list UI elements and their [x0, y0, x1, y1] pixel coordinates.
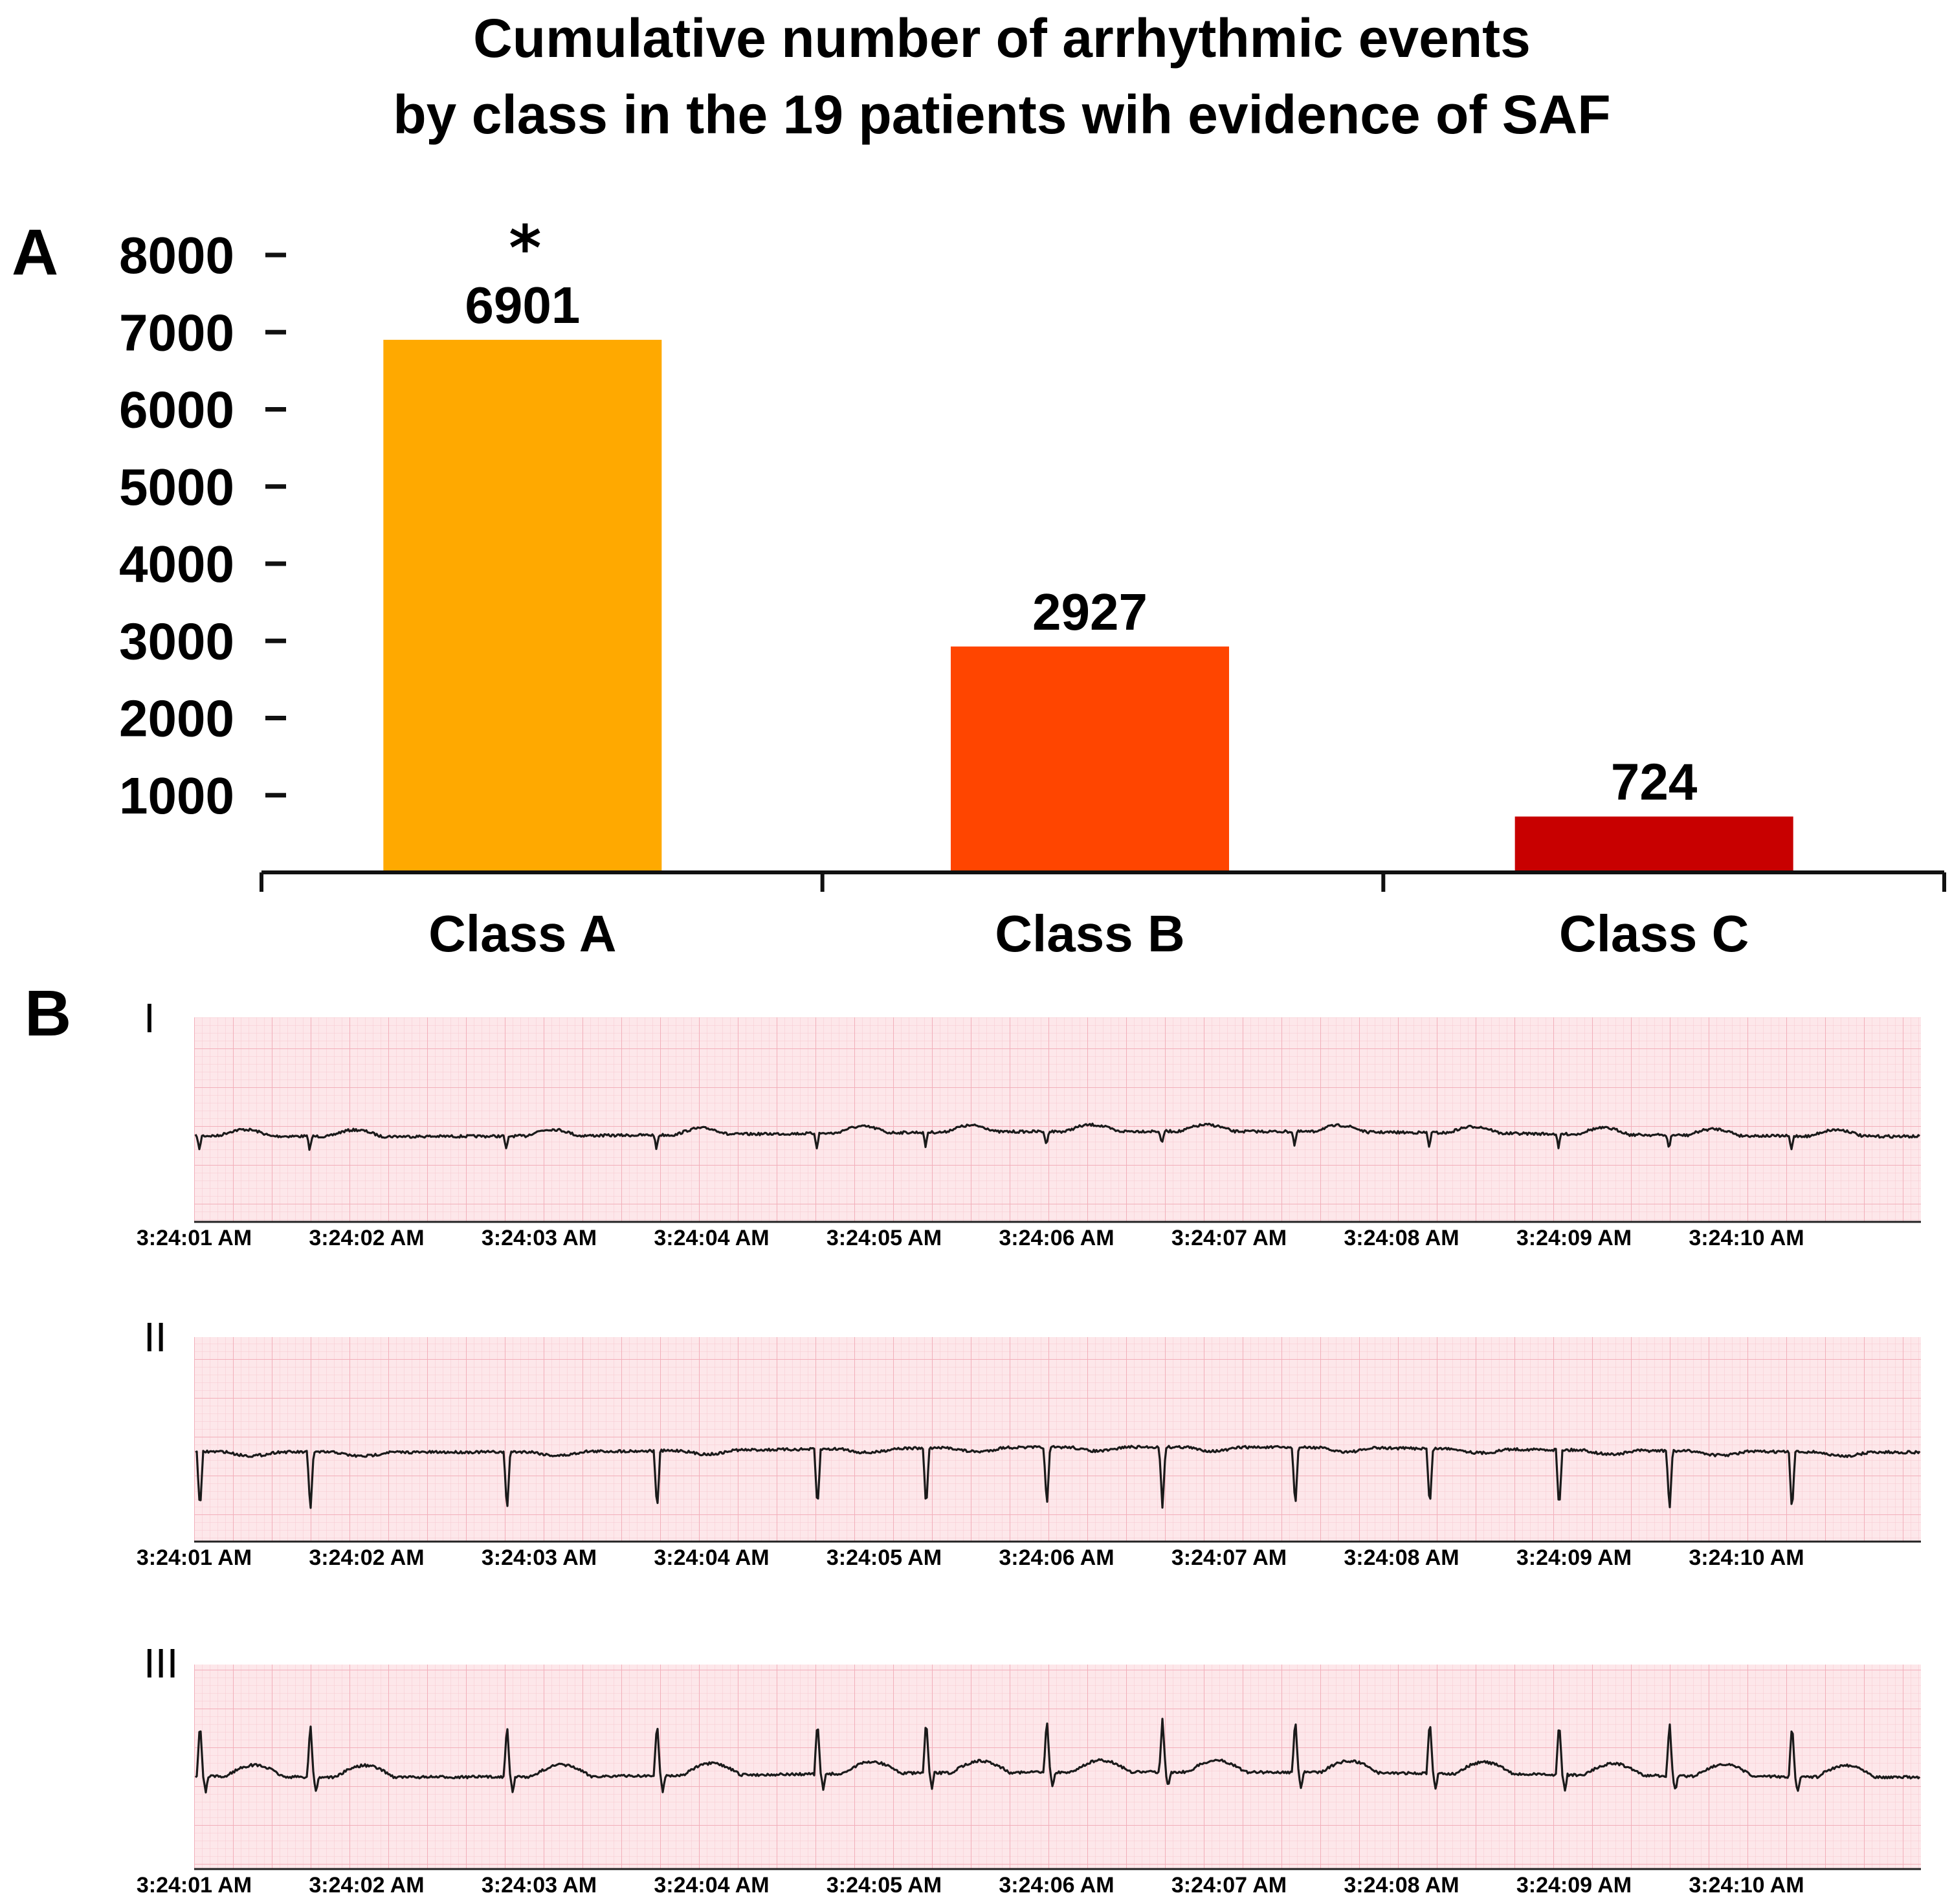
y-tick-label: 5000: [119, 458, 234, 516]
time-label: 3:24:07 AM: [1171, 1226, 1287, 1250]
time-label: 3:24:05 AM: [826, 1873, 942, 1898]
time-label: 3:24:07 AM: [1171, 1873, 1287, 1898]
time-label: 3:24:01 AM: [137, 1545, 252, 1570]
category-label: Class C: [1559, 905, 1749, 962]
time-label: 3:24:07 AM: [1171, 1545, 1287, 1570]
data-label: 6901: [465, 276, 580, 334]
time-label: 3:24:01 AM: [137, 1226, 252, 1250]
time-label: 3:24:04 AM: [654, 1545, 769, 1570]
chart-title-line-2: by class in the 19 patients wih evidence…: [393, 84, 1610, 145]
y-tick-label: 3000: [119, 612, 234, 670]
time-label: 3:24:10 AM: [1689, 1873, 1804, 1898]
time-label: 3:24:04 AM: [654, 1226, 769, 1250]
time-label: 3:24:06 AM: [999, 1226, 1114, 1250]
time-label: 3:24:06 AM: [999, 1873, 1114, 1898]
time-label: 3:24:01 AM: [137, 1873, 252, 1898]
data-label: 724: [1611, 753, 1698, 811]
time-label: 3:24:09 AM: [1516, 1226, 1632, 1250]
lead-label: III: [144, 1640, 178, 1687]
time-label: 3:24:05 AM: [826, 1545, 942, 1570]
y-tick-label: 1000: [119, 767, 234, 825]
ecg-lead-ii: II 3:24:01 AM 3:24:02 AM 3:24:03 AM 3:24:04 …: [137, 1314, 1921, 1570]
ecg-lead-iii: III 3:24:01 AM 3:24:02 AM 3:24:03 AM 3:24:04…: [137, 1640, 1921, 1898]
bar-class-a: [383, 340, 662, 870]
ecg-grid: [194, 1337, 1921, 1542]
category-label: Class B: [995, 905, 1184, 962]
data-label: 2927: [1032, 583, 1148, 641]
ecg-lead-i: I 3:24:01 AM 3:24:02 AM 3:24:03 AM 3:24:04 A…: [137, 995, 1921, 1250]
y-tick-label: 4000: [119, 535, 234, 593]
time-label: 3:24:10 AM: [1689, 1545, 1804, 1570]
time-label: 3:24:09 AM: [1516, 1873, 1632, 1898]
time-label: 3:24:02 AM: [309, 1226, 424, 1250]
y-tick-label: 2000: [119, 690, 234, 747]
time-label: 3:24:02 AM: [309, 1545, 424, 1570]
time-label: 3:24:03 AM: [482, 1545, 597, 1570]
bar-chart: 1000 2000 3000 4000 5000 6000 7000 8000 6901 Clas…: [119, 212, 1946, 962]
category-label: Class A: [428, 905, 617, 962]
time-label: 3:24:03 AM: [482, 1873, 597, 1898]
time-label: 3:24:10 AM: [1689, 1226, 1804, 1250]
time-label: 3:24:05 AM: [826, 1226, 942, 1250]
ecg-trace: [195, 1445, 1921, 1509]
y-tick-label: 8000: [119, 227, 234, 284]
lead-label: II: [144, 1314, 167, 1360]
y-tick-label: 6000: [119, 381, 234, 439]
time-label: 3:24:03 AM: [482, 1226, 597, 1250]
panel-label-a: A: [12, 216, 58, 289]
time-label: 3:24:08 AM: [1344, 1226, 1459, 1250]
lead-label: I: [144, 995, 155, 1041]
time-label: 3:24:04 AM: [654, 1873, 769, 1898]
y-tick-label: 7000: [119, 304, 234, 361]
ecg-strips: I 3:24:01 AM 3:24:02 AM 3:24:03 AM 3:24:04 A…: [137, 995, 1921, 1898]
time-label: 3:24:09 AM: [1516, 1545, 1632, 1570]
time-label: 3:24:02 AM: [309, 1873, 424, 1898]
time-label: 3:24:06 AM: [999, 1545, 1114, 1570]
ecg-trace: [194, 1122, 1920, 1151]
significance-marker: *: [509, 212, 541, 285]
ecg-trace: [194, 1718, 1921, 1794]
chart-title-line-1: Cumulative number of arrhythmic events: [473, 8, 1531, 69]
panel-label-b: B: [25, 977, 71, 1050]
time-label: 3:24:08 AM: [1344, 1873, 1459, 1898]
ecg-grid: [194, 1665, 1921, 1869]
bar-class-c: [1514, 816, 1793, 870]
ecg-grid: [194, 1017, 1921, 1222]
bar-class-b: [951, 646, 1229, 870]
time-label: 3:24:08 AM: [1344, 1545, 1459, 1570]
